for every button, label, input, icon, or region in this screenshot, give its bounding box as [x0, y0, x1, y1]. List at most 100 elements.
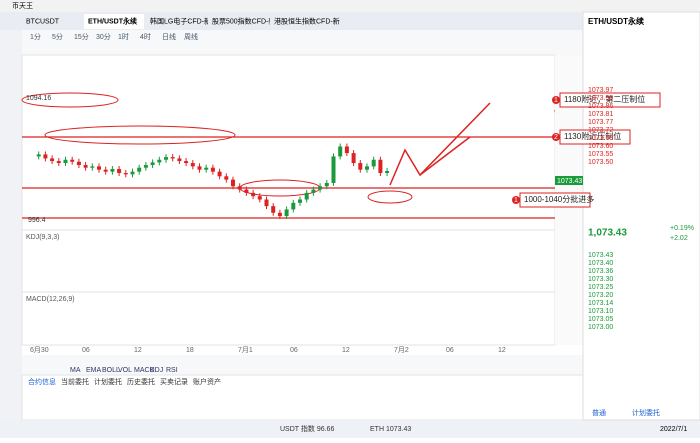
last-price: 1,073.43 — [588, 228, 627, 239]
candle — [137, 167, 142, 172]
tab[interactable] — [208, 14, 268, 29]
annotation-badge-text: 1 — [554, 97, 558, 104]
candle — [177, 158, 182, 162]
x-label: 06 — [446, 347, 454, 354]
ask-price: 1073.77 — [588, 119, 613, 126]
tab[interactable] — [270, 14, 330, 29]
candle — [311, 189, 316, 193]
candle — [251, 192, 256, 197]
tab-label[interactable]: 股票500指数CFD-新 — [212, 16, 275, 25]
interval[interactable]: 周线 — [184, 32, 198, 41]
bid-price: 1073.36 — [588, 268, 613, 275]
last-tag — [555, 176, 583, 185]
bottom-panel — [21, 374, 584, 421]
highlight — [21, 92, 119, 108]
candle — [318, 186, 323, 190]
candle — [271, 206, 276, 213]
highlight — [367, 190, 413, 204]
candle — [231, 179, 235, 187]
candle — [298, 199, 302, 203]
indicator-tab[interactable]: KDJ — [150, 367, 163, 374]
ask-price: 1073.86 — [588, 103, 613, 110]
indicator-tab[interactable]: BOLL — [102, 367, 120, 374]
candle — [83, 165, 88, 168]
candle — [264, 199, 269, 207]
indicator-bar — [22, 355, 583, 375]
ask-price: 1073.81 — [588, 111, 613, 118]
bottom-tab[interactable]: 买卖记录 — [160, 378, 188, 386]
chart-area — [21, 54, 556, 346]
candle — [164, 157, 168, 160]
annotation-text: 1130附近压制位 — [564, 131, 621, 141]
x-label: 7月2 — [394, 346, 409, 354]
candle — [371, 159, 376, 167]
interval[interactable]: 1分 — [30, 32, 41, 41]
candle — [324, 182, 329, 187]
annotation-badge-text: 1 — [514, 197, 518, 204]
candle — [210, 167, 215, 172]
interval[interactable]: 4时 — [140, 32, 151, 41]
interval[interactable]: 30分 — [96, 32, 111, 41]
interval[interactable]: 1时 — [118, 32, 129, 41]
candle — [291, 202, 296, 210]
candle — [143, 165, 148, 168]
interval[interactable]: 15分 — [74, 32, 89, 41]
ask-price: 1073.50 — [588, 159, 613, 166]
left-label: 1094.16 — [26, 95, 51, 102]
projection-arrow — [419, 136, 471, 176]
indicator-tab[interactable]: MACD — [134, 367, 155, 374]
change-abs: +2.02 — [670, 235, 688, 242]
interval[interactable]: 5分 — [52, 32, 63, 41]
interval[interactable]: 日线 — [162, 32, 176, 41]
candle — [36, 154, 41, 157]
indicator-tab[interactable]: EMA — [86, 367, 102, 374]
candle — [237, 186, 242, 190]
ask-price: 1073.60 — [588, 143, 613, 150]
indicator-tab[interactable]: VOL — [118, 367, 132, 374]
x-label: 18 — [186, 347, 194, 354]
tab-label[interactable]: ETH/USDT永续 — [88, 16, 137, 25]
candle — [224, 176, 229, 180]
highlight — [44, 125, 236, 145]
candle — [197, 166, 202, 170]
candle — [304, 192, 309, 200]
bottom-tab[interactable]: 账户资产 — [193, 377, 221, 386]
bid-price: 1073.40 — [588, 260, 613, 267]
ask-price: 1073.90 — [588, 95, 613, 102]
candle — [204, 167, 209, 170]
tab-label[interactable]: BTCUSDT — [26, 18, 60, 25]
bid-price: 1073.05 — [588, 316, 613, 323]
tab[interactable] — [22, 14, 82, 29]
tab[interactable] — [84, 14, 144, 29]
bottom-tab[interactable]: 合约信息 — [28, 377, 56, 386]
panel-tab[interactable]: 计划委托 — [632, 408, 660, 417]
projection-arrow — [389, 102, 491, 186]
indicator-tab[interactable]: RSI — [166, 367, 178, 374]
candle — [97, 166, 101, 170]
panel-tab[interactable]: 普通 — [592, 408, 606, 417]
candle — [358, 163, 363, 170]
x-label: 12 — [134, 347, 142, 354]
tab-label[interactable]: 港股恒生指数CFD-新 — [274, 16, 340, 25]
last-label: 1073.43 — [557, 178, 582, 185]
candle — [331, 156, 336, 183]
bottom-tab[interactable]: 历史委托 — [127, 377, 155, 386]
bottom-tab[interactable]: 当前委托 — [61, 377, 89, 386]
tab[interactable] — [146, 14, 206, 29]
candle — [338, 146, 343, 157]
x-label: 12 — [498, 347, 506, 354]
candle — [378, 159, 383, 173]
candle — [43, 154, 48, 159]
x-label: 06 — [290, 347, 298, 354]
tab-label[interactable]: 韩国LG电子CFD-新 — [150, 16, 211, 25]
indicator-tab[interactable]: MA — [70, 367, 81, 374]
bottom-tab[interactable]: 计划委托 — [94, 377, 122, 386]
annotation-text: 1000-1040分批进多 — [524, 194, 594, 204]
status-bar — [0, 420, 700, 438]
candle — [130, 171, 135, 175]
title-bar — [0, 0, 700, 12]
low-label: 996.4 — [28, 217, 46, 224]
candle — [184, 161, 189, 164]
macd-label: MACD(12,26,9) — [26, 296, 75, 303]
